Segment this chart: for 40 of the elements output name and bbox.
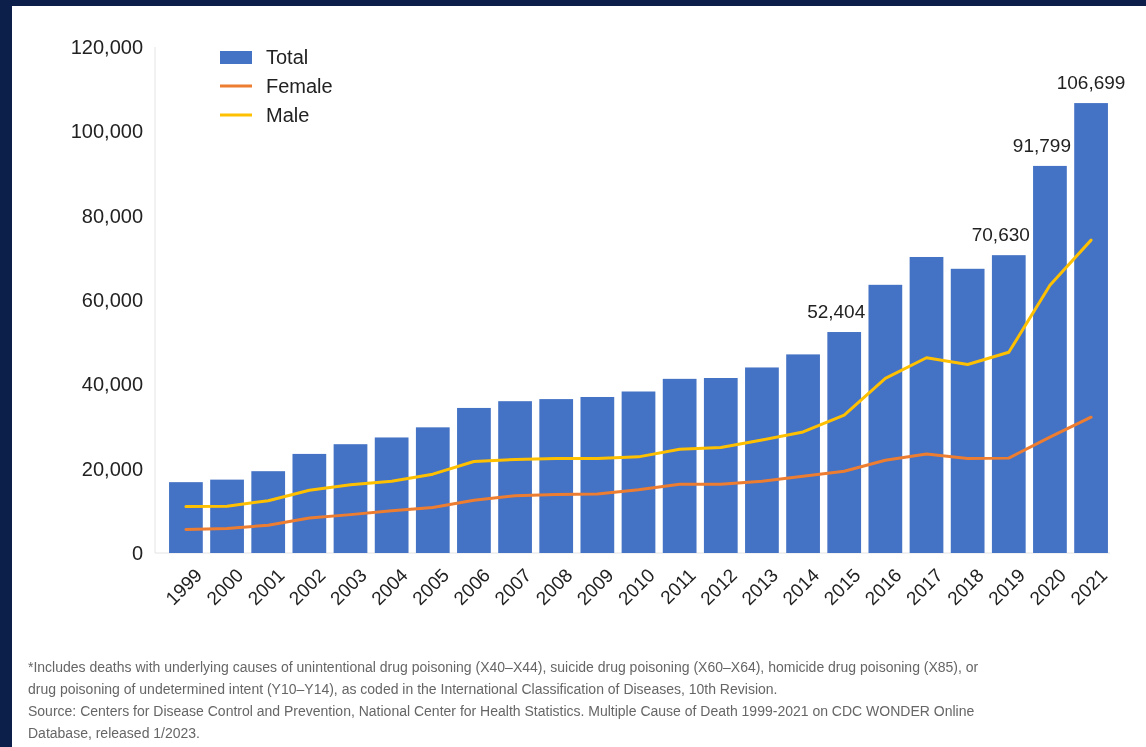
bar — [457, 407, 491, 553]
legend-label: Female — [266, 75, 333, 97]
bar — [1033, 165, 1067, 553]
y-tick-label: 60,000 — [81, 289, 143, 311]
bar — [621, 391, 656, 553]
bar — [169, 482, 203, 553]
bar — [415, 427, 450, 553]
y-tick-label: 20,000 — [81, 457, 143, 480]
data-label: 106,699 — [1056, 72, 1126, 94]
bar — [950, 268, 985, 553]
bar — [210, 479, 244, 553]
bar — [1074, 103, 1108, 553]
y-tick-label: 100,000 — [70, 120, 143, 143]
data-label: 91,799 — [1012, 134, 1071, 156]
legend-label: Total — [266, 46, 309, 68]
y-tick-label: 80,000 — [81, 204, 143, 227]
bar — [374, 437, 409, 553]
y-tick-label: 40,000 — [81, 373, 143, 396]
bar — [333, 444, 368, 553]
legend-label: Male — [266, 104, 310, 126]
y-tick-label: 120,000 — [70, 36, 143, 58]
bar — [251, 471, 286, 553]
data-label: 52,404 — [807, 301, 866, 323]
bar — [991, 255, 1026, 553]
bar — [703, 378, 738, 553]
bar — [292, 453, 327, 553]
bar — [745, 367, 779, 553]
data-label: 70,630 — [971, 224, 1030, 246]
bar — [580, 396, 615, 553]
bar — [827, 332, 862, 553]
source-note: Source: Centers for Disease Control and Prevention, National Center for Health Statistics. Multiple Cause of Death 1999-2021 on CDC WONDER Online Database, released 1/2023. — [28, 703, 975, 741]
text: *Includes deaths with underlying causes of unintentional drug poisoning (X40–X44), suicide drug poisoning (X60–X64), homicide drug poisoning (X85), or drug poisoning of undetermined intent (Y10–Y14), as coded in the International Classification of Diseases, 10th Revision. — [28, 659, 979, 697]
bar — [868, 284, 903, 553]
y-tick-label: 0 — [131, 542, 143, 564]
bar — [909, 256, 944, 553]
bar — [662, 378, 697, 553]
bar — [539, 399, 574, 553]
bar — [786, 354, 820, 553]
bar — [498, 401, 532, 553]
line-series — [184, 415, 1093, 531]
